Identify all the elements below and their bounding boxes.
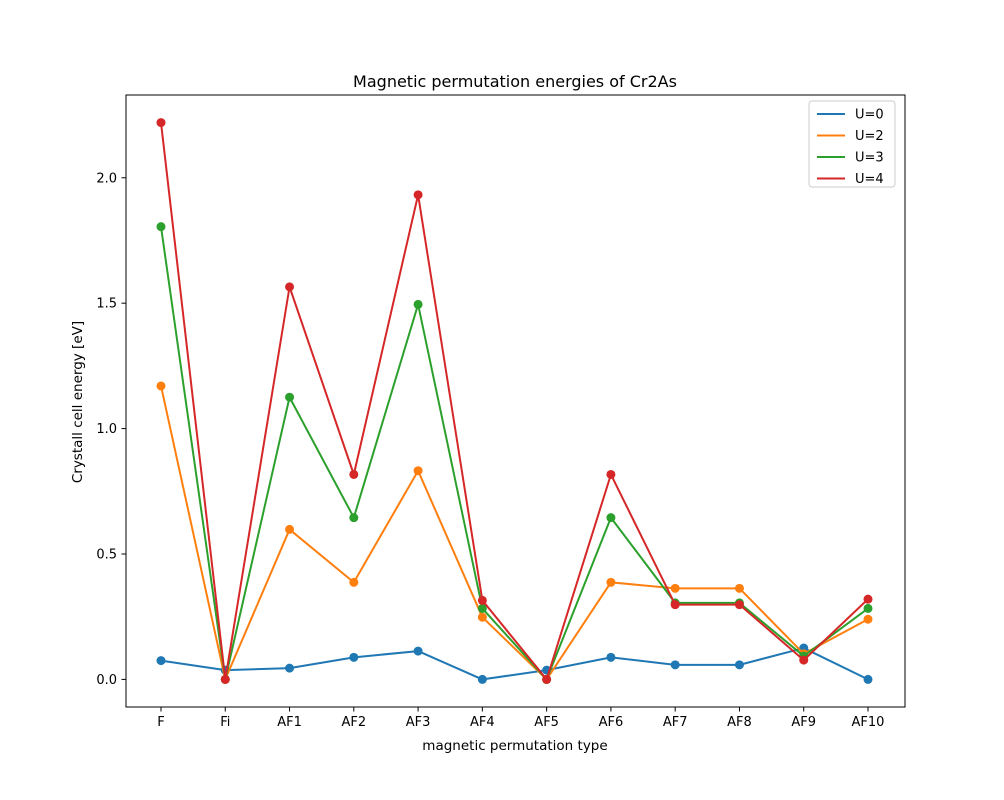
data-point [477, 612, 487, 622]
legend-label: U=4 [855, 172, 884, 187]
x-tick-label: AF2 [341, 715, 366, 730]
y-tick-label: 1.0 [96, 422, 117, 437]
series-u-4 [156, 118, 873, 684]
data-point [285, 663, 295, 673]
data-point [734, 660, 744, 670]
x-tick-label: AF9 [791, 715, 816, 730]
legend-item: U=4 [817, 172, 884, 187]
data-point [349, 469, 359, 479]
data-point [799, 655, 809, 665]
legend-label: U=0 [855, 108, 884, 123]
data-point [349, 577, 359, 587]
y-tick-label: 0.0 [96, 673, 117, 688]
legend-label: U=3 [855, 151, 884, 166]
data-point [863, 674, 873, 684]
plot-area: F Fi AF1 AF2 AF3 AF4 AF5 AF6 AF7 AF8 AF9 AF10 0.0 0.5… [96, 94, 906, 730]
data-point [734, 583, 744, 593]
y-axis-label: Crystall cell energy [eV] [70, 321, 86, 483]
axes-frame [125, 94, 906, 708]
x-tick-label: AF10 [852, 715, 885, 730]
legend-item: U=0 [817, 108, 884, 123]
legend-item: U=3 [817, 151, 884, 166]
data-point [285, 282, 295, 292]
y-tick-label: 1.5 [96, 297, 117, 312]
data-point [220, 674, 230, 684]
data-point [413, 190, 423, 200]
legend-label: U=2 [855, 129, 884, 144]
data-point [285, 392, 295, 402]
chart-title: Magnetic permutation energies of Cr2As [353, 72, 677, 91]
data-point [413, 299, 423, 309]
data-point [606, 513, 616, 523]
data-point [156, 118, 166, 128]
x-tick-label: AF7 [663, 715, 688, 730]
legend-box [808, 100, 896, 188]
data-point [349, 652, 359, 662]
data-point [156, 222, 166, 232]
data-point [863, 594, 873, 604]
x-tick-label: Fi [220, 715, 230, 730]
series-line [160, 226, 869, 681]
x-tick-label: F [157, 715, 164, 730]
x-tick-label: AF4 [470, 715, 495, 730]
data-point [285, 524, 295, 534]
legend-item: U=2 [817, 129, 884, 144]
series-line [160, 122, 869, 681]
data-point [606, 652, 616, 662]
data-point [606, 469, 616, 479]
data-point [670, 583, 680, 593]
series-u-2 [156, 381, 873, 684]
x-tick-label: AF8 [727, 715, 752, 730]
x-tick-label: AF5 [534, 715, 559, 730]
x-tick-label: AF3 [406, 715, 431, 730]
data-point [542, 674, 552, 684]
data-point [156, 656, 166, 666]
x-axis-label: magnetic permutation type [422, 738, 607, 754]
data-point [477, 595, 487, 605]
data-point [349, 513, 359, 523]
data-point [863, 614, 873, 624]
y-tick-label: 2.0 [96, 171, 117, 186]
legend: U=0 U=2 U=3 U=4 [808, 100, 896, 188]
data-point [477, 603, 487, 613]
series-line [160, 385, 869, 681]
x-tick-label: AF1 [277, 715, 302, 730]
data-point [413, 646, 423, 656]
data-point [413, 466, 423, 476]
y-tick-label: 0.5 [96, 548, 117, 563]
data-point [670, 660, 680, 670]
data-point [670, 600, 680, 610]
data-point [477, 674, 487, 684]
series-line [160, 647, 869, 681]
data-point [156, 381, 166, 391]
data-point [863, 603, 873, 613]
x-tick-label: AF6 [599, 715, 624, 730]
data-point [734, 600, 744, 610]
data-point [606, 577, 616, 587]
